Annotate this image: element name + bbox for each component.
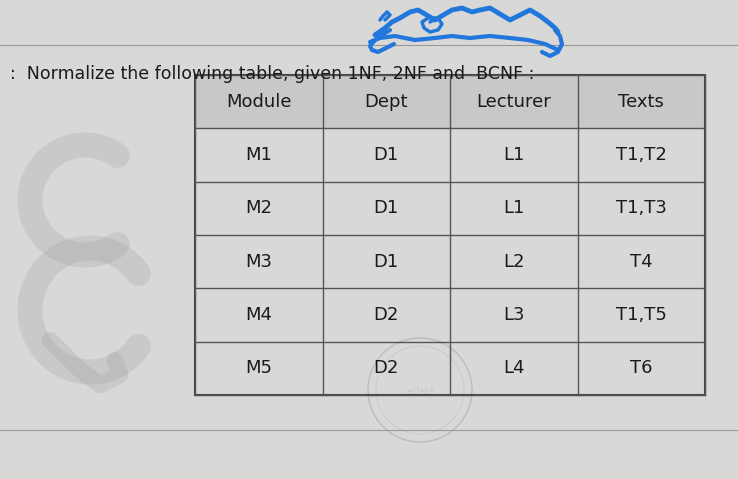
Text: D2: D2 (373, 306, 399, 324)
Text: D1: D1 (373, 252, 399, 271)
Text: Module: Module (226, 92, 292, 111)
Text: D1: D1 (373, 146, 399, 164)
Text: L2: L2 (503, 252, 525, 271)
Text: T1,T2: T1,T2 (615, 146, 666, 164)
Text: T1,T3: T1,T3 (615, 199, 666, 217)
Bar (195, 75, 705, 395)
Text: D1: D1 (373, 199, 399, 217)
Text: D2: D2 (373, 359, 399, 377)
Text: Texts: Texts (618, 92, 664, 111)
Text: M3: M3 (245, 252, 272, 271)
Text: M4: M4 (245, 306, 272, 324)
Text: L1: L1 (503, 199, 525, 217)
Text: مجامعة: مجامعة (406, 386, 434, 395)
Text: T6: T6 (630, 359, 652, 377)
Text: M1: M1 (245, 146, 272, 164)
Text: :  Normalize the following table, given 1NF, 2NF and  BCNF :: : Normalize the following table, given 1… (10, 65, 534, 83)
Text: M2: M2 (245, 199, 272, 217)
Text: L1: L1 (503, 146, 525, 164)
Text: L4: L4 (503, 359, 525, 377)
Text: Lecturer: Lecturer (476, 92, 551, 111)
Text: Dept: Dept (365, 92, 408, 111)
Text: L3: L3 (503, 306, 525, 324)
Text: T4: T4 (630, 252, 652, 271)
Text: M5: M5 (245, 359, 272, 377)
Text: T1,T5: T1,T5 (615, 306, 666, 324)
Bar (195, 75, 705, 128)
